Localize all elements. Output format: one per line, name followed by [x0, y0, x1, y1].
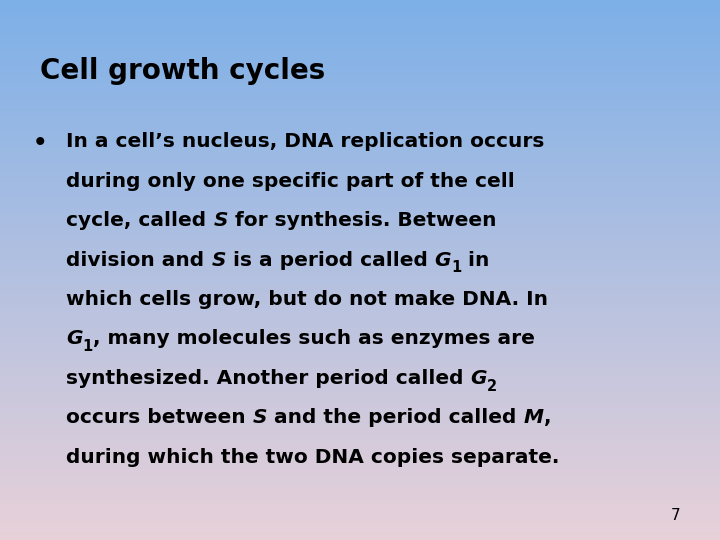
Text: 1: 1: [451, 260, 462, 275]
Text: 2: 2: [487, 379, 498, 394]
Text: 7: 7: [671, 508, 680, 523]
Text: S: S: [253, 408, 267, 427]
Text: is a period called: is a period called: [226, 251, 435, 269]
Text: during only one specific part of the cell: during only one specific part of the cel…: [66, 172, 515, 191]
Text: for synthesis. Between: for synthesis. Between: [228, 211, 496, 230]
Text: S: S: [213, 211, 228, 230]
Text: synthesized. Another period called: synthesized. Another period called: [66, 369, 471, 388]
Text: In a cell’s nucleus, DNA replication occurs: In a cell’s nucleus, DNA replication occ…: [66, 132, 544, 151]
Text: division and: division and: [66, 251, 212, 269]
Text: 1: 1: [83, 339, 93, 354]
Text: during which the two DNA copies separate.: during which the two DNA copies separate…: [66, 448, 559, 467]
Text: G: G: [66, 329, 83, 348]
Text: occurs between: occurs between: [66, 408, 253, 427]
Text: which cells grow, but do not make DNA. In: which cells grow, but do not make DNA. I…: [66, 290, 548, 309]
Text: , many molecules such as enzymes are: , many molecules such as enzymes are: [93, 329, 535, 348]
Text: in: in: [462, 251, 490, 269]
Text: G: G: [471, 369, 487, 388]
Text: cycle, called: cycle, called: [66, 211, 213, 230]
Text: S: S: [212, 251, 226, 269]
Text: M: M: [523, 408, 544, 427]
Text: ,: ,: [544, 408, 552, 427]
Text: Cell growth cycles: Cell growth cycles: [40, 57, 325, 85]
Text: and the period called: and the period called: [267, 408, 523, 427]
Text: G: G: [435, 251, 451, 269]
Text: •: •: [32, 132, 47, 156]
